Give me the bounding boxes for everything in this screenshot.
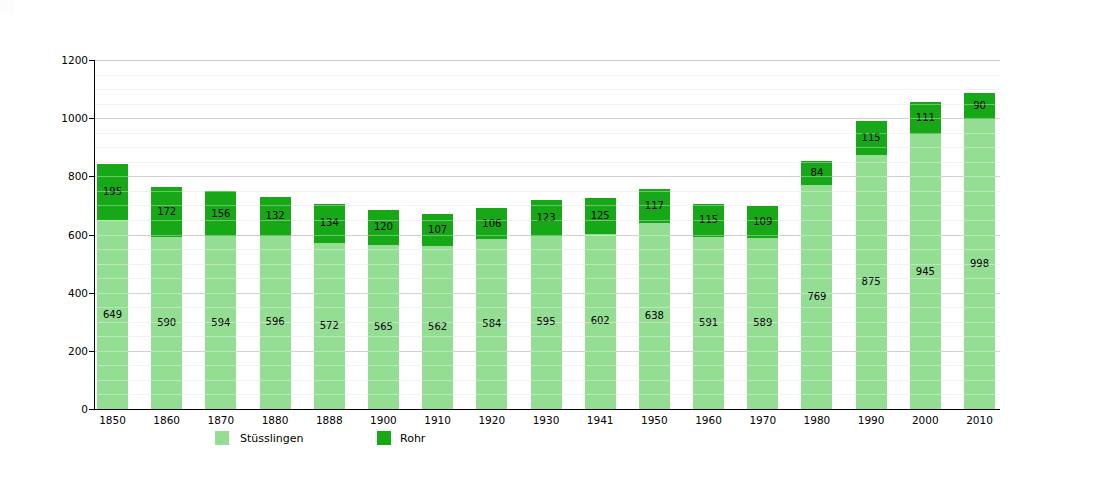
x-axis-label-1870: 1870 xyxy=(194,414,248,426)
y-tick-400 xyxy=(89,293,94,294)
y-tick-0 xyxy=(89,409,94,410)
x-axis-label-2000: 2000 xyxy=(898,414,952,426)
y-axis-label-1200: 1200 xyxy=(38,54,88,66)
x-axis-label-1980: 1980 xyxy=(790,414,844,426)
x-axis-label-1880: 1880 xyxy=(248,414,302,426)
y-axis-label-200: 200 xyxy=(38,345,88,357)
x-axis-label-1888: 1888 xyxy=(302,414,356,426)
y-axis-label-0: 0 xyxy=(38,403,88,415)
plot-area: 1956491725901565941325961345721205651075… xyxy=(95,60,1000,409)
x-axis-line xyxy=(94,409,1000,410)
population-chart: 1956491725901565941325961345721205651075… xyxy=(0,0,1100,500)
y-axis-label-600: 600 xyxy=(38,229,88,241)
x-axis-label-1950: 1950 xyxy=(627,414,681,426)
legend-label-rohr: Rohr xyxy=(400,433,425,445)
y-tick-200 xyxy=(89,351,94,352)
corner-artifact xyxy=(0,0,15,15)
y-tick-800 xyxy=(89,176,94,177)
y-axis-label-400: 400 xyxy=(38,287,88,299)
legend-swatch-stuesslingen xyxy=(215,431,229,445)
x-axis-label-1850: 1850 xyxy=(86,414,140,426)
y-tick-1000 xyxy=(89,118,94,119)
x-axis-label-1960: 1960 xyxy=(682,414,736,426)
x-axis-label-2010: 2010 xyxy=(953,414,1007,426)
y-tick-1200 xyxy=(89,60,94,61)
x-axis-label-1930: 1930 xyxy=(519,414,573,426)
x-axis-label-1900: 1900 xyxy=(356,414,410,426)
x-axis-label-1941: 1941 xyxy=(573,414,627,426)
legend-label-stuesslingen: Stüsslingen xyxy=(240,433,304,445)
x-axis-label-1920: 1920 xyxy=(465,414,519,426)
y-axis-label-800: 800 xyxy=(38,170,88,182)
y-axis-label-1000: 1000 xyxy=(38,112,88,124)
legend-swatch-rohr xyxy=(377,431,391,445)
y-axis-ticks xyxy=(95,60,1000,409)
y-tick-600 xyxy=(89,235,94,236)
x-axis-label-1910: 1910 xyxy=(411,414,465,426)
x-axis-label-1970: 1970 xyxy=(736,414,790,426)
x-axis-label-1860: 1860 xyxy=(140,414,194,426)
x-axis-label-1990: 1990 xyxy=(844,414,898,426)
